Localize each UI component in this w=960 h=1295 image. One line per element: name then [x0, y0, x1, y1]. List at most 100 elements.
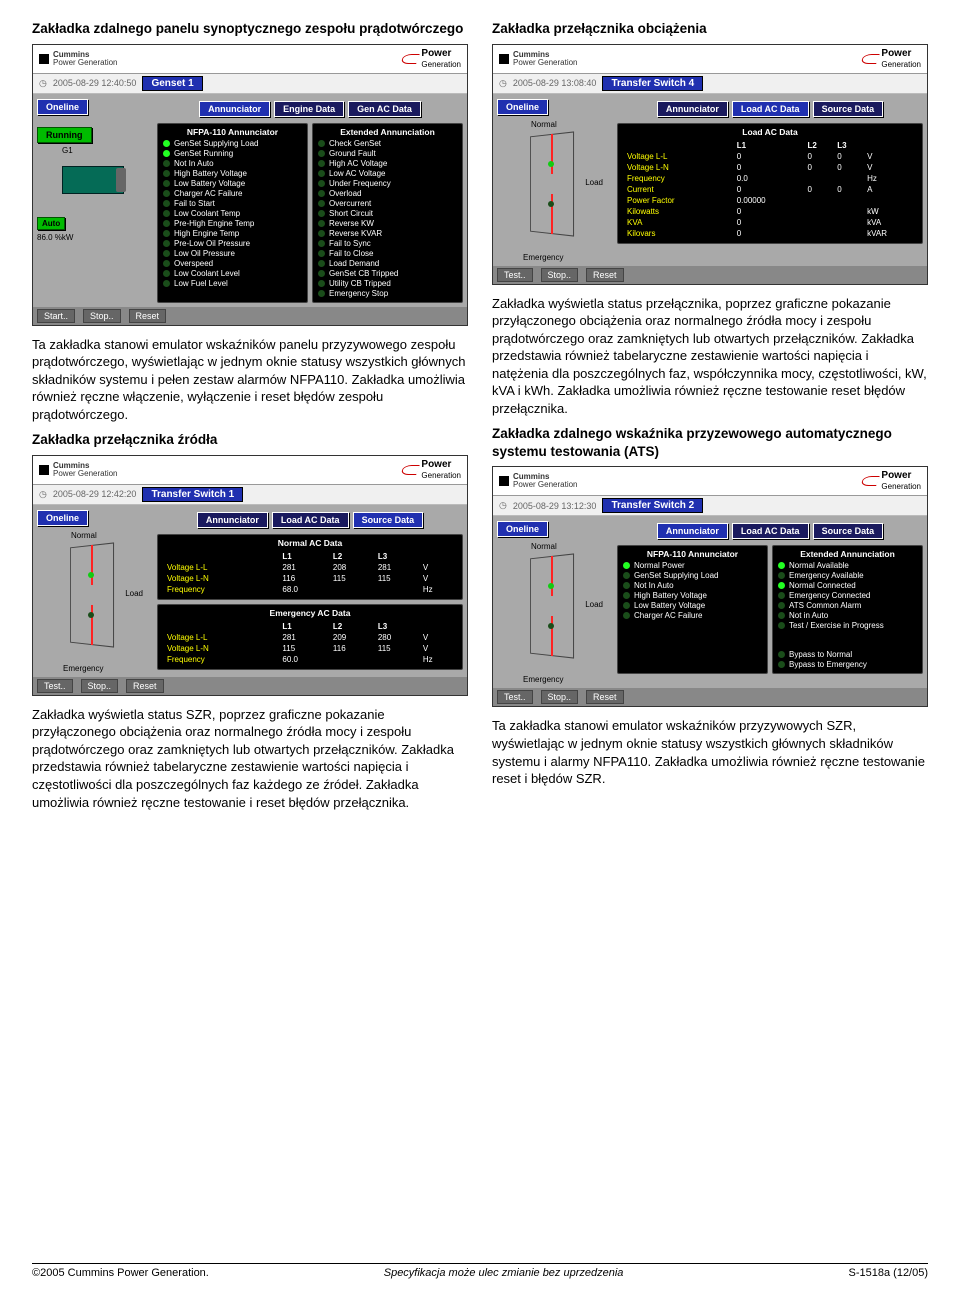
tab-button[interactable]: Source Data [813, 101, 884, 117]
panel4-col1-list: Normal PowerGenSet Supplying LoadNot In … [623, 561, 762, 620]
cummins-logo-icon [499, 54, 509, 64]
oneline-tab[interactable]: Oneline [497, 99, 548, 115]
control-button[interactable]: Reset [129, 309, 167, 323]
alarm-row: Utility CB Tripped [318, 279, 457, 288]
tab-button[interactable]: Annunciator [657, 523, 728, 539]
panel1-alarms-left: NFPA-110 Annunciator GenSet Supplying Lo… [157, 123, 308, 303]
swoosh-icon [402, 465, 418, 475]
alarm-row: High AC Voltage [318, 159, 457, 168]
alarm-label: Not In Auto [174, 159, 214, 168]
led-icon [318, 190, 325, 197]
panel1-alarms-right: Extended Annunciation Check GenSetGround… [312, 123, 463, 303]
control-button[interactable]: Reset [126, 679, 164, 693]
oneline-tab[interactable]: Oneline [497, 521, 548, 537]
tab-button[interactable]: Load AC Data [732, 523, 809, 539]
led-icon [163, 140, 170, 147]
control-button[interactable]: Stop.. [541, 690, 579, 704]
led-icon [318, 220, 325, 227]
switch-diagram: Normal Load Emergency [53, 531, 133, 671]
left-column: Zakładka zdalnego panelu synoptycznego z… [32, 20, 468, 819]
alarm-row: Emergency Connected [778, 591, 917, 600]
led-icon [623, 582, 630, 589]
tab-button[interactable]: Annunciator [199, 101, 270, 117]
tab-button[interactable]: Load AC Data [272, 512, 349, 528]
alarm-label: Low Coolant Level [174, 269, 240, 278]
alarm-row: Low Coolant Temp [163, 209, 302, 218]
tab-button[interactable]: Source Data [813, 523, 884, 539]
alarm-row: Emergency Stop [318, 289, 457, 298]
panel-ts4: CumminsPower Generation PowerGeneration … [492, 44, 928, 285]
alarm-row: Short Circuit [318, 209, 457, 218]
led-icon [163, 200, 170, 207]
sec3-body: Zakładka wyświetla status przełącznika, … [492, 295, 928, 418]
control-button[interactable]: Stop.. [81, 679, 119, 693]
footer-right: S-1518a (12/05) [692, 1267, 928, 1279]
control-button[interactable]: Test.. [497, 268, 533, 282]
oneline-tab[interactable]: Oneline [37, 99, 88, 115]
panel4-btnbar: Test.. Stop.. Reset [493, 688, 927, 706]
panel1-tabs: AnnunciatorEngine DataGen AC Data [157, 98, 463, 123]
panel4-left: Oneline Normal Load Emergency [493, 516, 613, 688]
led-icon [163, 280, 170, 287]
panel3-head: CumminsPower Generation PowerGeneration [493, 45, 927, 74]
control-button[interactable]: Test.. [497, 690, 533, 704]
panel3-timestamp: 2005-08-29 13:08:40 [513, 78, 597, 88]
panel-ts2: CumminsPower Generation PowerGeneration … [492, 466, 928, 707]
panel4-right: AnnunciatorLoad AC DataSource Data NFPA-… [613, 516, 927, 688]
control-button[interactable]: Reset [586, 268, 624, 282]
tab-button[interactable]: Gen AC Data [348, 101, 421, 117]
panel2-table2: L1L2L3Voltage L-L281209280VVoltage L-N11… [163, 620, 457, 666]
tab-button[interactable]: Annunciator [657, 101, 728, 117]
alarm-label: Under Frequency [329, 179, 391, 188]
alarm-row: GenSet CB Tripped [318, 269, 457, 278]
pg-logo: PowerGeneration [402, 459, 461, 481]
alarm-label: Charger AC Failure [174, 189, 242, 198]
led-icon [318, 230, 325, 237]
tab-button[interactable]: Annunciator [197, 512, 268, 528]
panel1-btnbar: Start.. Stop.. Reset [33, 307, 467, 325]
clock-icon: ◷ [499, 500, 507, 511]
led-icon [778, 622, 785, 629]
alarm-label: Normal Connected [789, 581, 856, 590]
tab-button[interactable]: Engine Data [274, 101, 344, 117]
swoosh-icon [402, 54, 418, 64]
control-button[interactable]: Test.. [37, 679, 73, 693]
led-icon [163, 260, 170, 267]
footer: ©2005 Cummins Power Generation. Specyfik… [32, 1263, 928, 1279]
led-icon [163, 160, 170, 167]
control-button[interactable]: Reset [586, 690, 624, 704]
cummins-logo-icon [499, 476, 509, 486]
led-icon [318, 270, 325, 277]
led-icon [163, 220, 170, 227]
tab-button[interactable]: Source Data [353, 512, 424, 528]
led-icon [778, 562, 785, 569]
panel1-title: Genset 1 [142, 76, 202, 91]
alarm-row: Fail to Close [318, 249, 457, 258]
alarm-label: Short Circuit [329, 209, 373, 218]
control-button[interactable]: Start.. [37, 309, 75, 323]
pg-logo: PowerGeneration [862, 470, 921, 492]
switch-diagram: Normal Load Emergency [513, 542, 593, 682]
led-icon [623, 572, 630, 579]
panel3-right: AnnunciatorLoad AC DataSource Data Load … [613, 94, 927, 266]
alarm-label: Not In Auto [634, 581, 674, 590]
control-button[interactable]: Stop.. [83, 309, 121, 323]
swoosh-icon [862, 476, 878, 486]
panel4-col2-list: Normal AvailableEmergency AvailableNorma… [778, 561, 917, 630]
main-columns: Zakładka zdalnego panelu synoptycznego z… [32, 20, 928, 819]
alarm-row: Bypass to Normal [778, 650, 917, 659]
control-button[interactable]: Stop.. [541, 268, 579, 282]
panel4-timestamp: 2005-08-29 13:12:30 [513, 501, 597, 511]
alarm-row: GenSet Supplying Load [163, 139, 302, 148]
oneline-tab[interactable]: Oneline [37, 510, 88, 526]
alarm-row: Normal Connected [778, 581, 917, 590]
alarm-label: High Battery Voltage [634, 591, 707, 600]
led-icon [318, 290, 325, 297]
tab-button[interactable]: Load AC Data [732, 101, 809, 117]
alarm-label: Overspeed [174, 259, 213, 268]
led-icon [778, 661, 785, 668]
clock-icon: ◷ [39, 78, 47, 89]
running-badge: Running [37, 127, 92, 143]
alarm-label: Bypass to Normal [789, 650, 852, 659]
panel-genset: CumminsPower Generation PowerGeneration … [32, 44, 468, 326]
